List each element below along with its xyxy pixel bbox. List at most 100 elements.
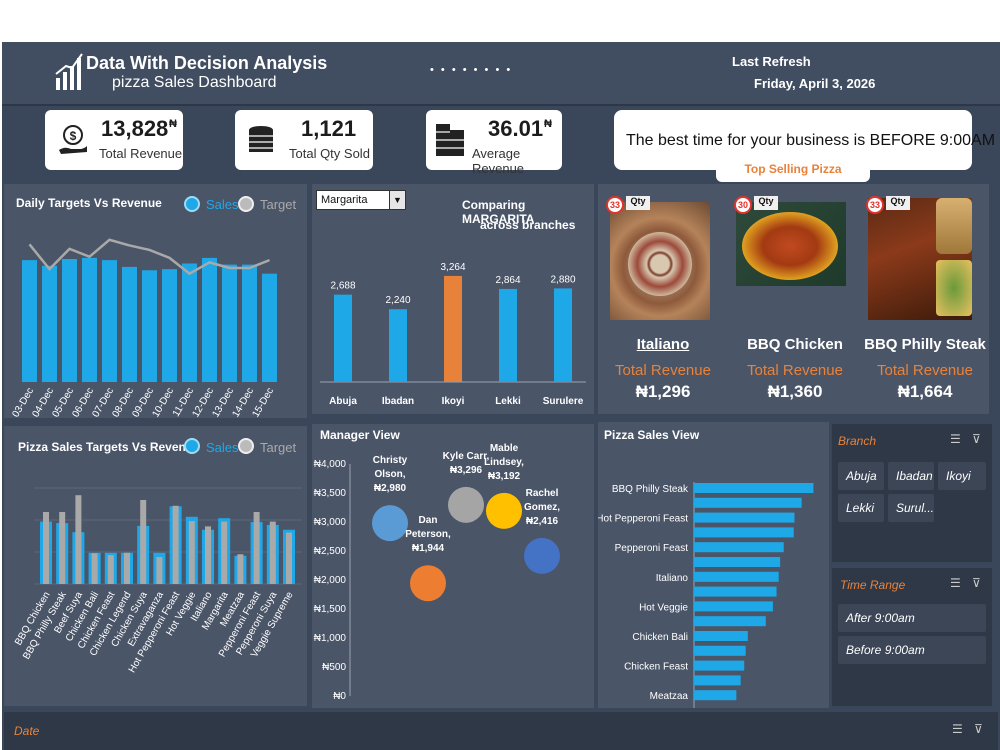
y-tick-label: ₦3,500 <box>314 488 347 499</box>
branch-label: Ibadan <box>382 396 414 407</box>
manager-name-label: Christy <box>373 455 408 466</box>
branch-slicer: Branch ☰ ⊽ Abuja Ibadan Ikoyi Lekki Suru… <box>832 424 992 562</box>
panel-title: Pizza Sales View <box>604 428 700 442</box>
legend-target: Target <box>260 197 297 212</box>
target-bar <box>286 532 292 584</box>
branch-label: Abuja <box>329 396 357 407</box>
slicer-item-lekki[interactable]: Lekki <box>838 494 884 522</box>
header: Data With Decision Analysis pizza Sales … <box>2 42 1000 104</box>
manager-bubble <box>448 486 484 523</box>
target-bar <box>124 552 130 584</box>
manager-name-label: Gomez, <box>524 502 560 513</box>
target-bar <box>140 500 147 584</box>
pizza-name: BBQ Philly Steak <box>864 336 986 353</box>
money-hand-icon: $ <box>59 125 87 154</box>
date-slicer[interactable]: Date ☰ ⊽ <box>4 712 998 750</box>
target-line <box>28 238 270 276</box>
branch-bar <box>444 275 462 382</box>
pizza-revenue: ₦1,360 <box>767 382 823 401</box>
slicer-item-ikoyi[interactable]: Ikoyi <box>938 462 986 490</box>
kpi-label: Total Qty Sold <box>289 146 370 161</box>
sales-bar <box>122 266 137 382</box>
manager-bubble <box>410 565 446 602</box>
target-bar <box>253 512 260 584</box>
manager-name-label: Mable <box>490 443 519 454</box>
target-bar <box>237 554 244 584</box>
manager-name-label: Dan <box>419 515 438 526</box>
sales-bar <box>262 273 277 382</box>
coins-icon <box>436 124 464 156</box>
top-pizzas-panel: 33 Qty Italiano Total Revenue ₦1,296 30 … <box>598 184 989 414</box>
slicer-item-abuja[interactable]: Abuja <box>838 462 884 490</box>
kpi-total-qty: 1,121 Total Qty Sold <box>235 110 373 170</box>
slicer-item-surulere[interactable]: Surul... <box>888 494 934 522</box>
panel-title: Manager View <box>320 428 400 442</box>
kpi-value: 36.01 <box>488 116 544 141</box>
clear-filter-icon[interactable]: ⊽ <box>972 432 981 446</box>
revenue-label: Total Revenue <box>747 362 843 379</box>
multi-select-icon[interactable]: ☰ <box>950 432 961 446</box>
pizza-image-italiano <box>610 202 710 320</box>
slicer-item-after-9am[interactable]: After 9:00am <box>838 604 986 632</box>
target-bar <box>75 495 82 584</box>
branch-label: Ikoyi <box>442 396 465 407</box>
pizza-sales-bar <box>694 497 802 508</box>
legend-sales: Sales <box>206 440 239 455</box>
branch-compare-panel: Margarita ▼ Comparing MARGARITA across b… <box>312 184 594 414</box>
pizza-sales-bar <box>694 645 746 656</box>
value-label: 2,688 <box>330 281 355 292</box>
kpi-total-revenue: $ 13,828 ₦ Total Revenue <box>45 110 183 170</box>
legend-target: Target <box>260 440 297 455</box>
pizza-sales-bar <box>694 601 773 612</box>
target-bar <box>172 505 179 584</box>
pizza-sales-bar <box>694 631 748 641</box>
sales-bar <box>62 258 77 382</box>
qty-badge: 30 <box>734 196 752 214</box>
chevron-down-icon[interactable]: ▼ <box>389 191 405 209</box>
insight-text: The best time for your business is BEFOR… <box>626 132 996 149</box>
last-refresh-label: Last Refresh <box>732 54 811 69</box>
pizza-dropdown[interactable]: Margarita ▼ <box>316 190 406 210</box>
qty-label: Qty <box>754 196 778 210</box>
target-legend-dot <box>238 438 254 454</box>
clear-filter-icon[interactable]: ⊽ <box>972 576 981 590</box>
slicer-item-before-9am[interactable]: Before 9:00am <box>838 636 986 664</box>
category-label: Meatzaa <box>650 691 689 702</box>
value-label: 2,240 <box>385 295 410 306</box>
pizza-image-bbq-philly-steak <box>868 198 972 320</box>
bar-chart-logo-icon <box>55 53 83 90</box>
manager-value-label: ₦2,980 <box>374 483 407 494</box>
pizza-name: Italiano <box>636 336 690 353</box>
clear-filter-icon[interactable]: ⊽ <box>974 722 983 736</box>
multi-select-icon[interactable]: ☰ <box>950 576 961 590</box>
kpi-label: Total Revenue <box>99 146 183 161</box>
category-label: Chicken Bali <box>632 632 688 643</box>
sales-bar <box>242 264 257 382</box>
revenue-label: Total Revenue <box>615 362 711 379</box>
kpi-average-revenue: 36.01 ₦ Average Revenue <box>426 110 562 176</box>
category-label: Chicken Feast <box>624 662 688 673</box>
pizza-sales-bar <box>694 483 814 493</box>
target-bar <box>188 521 195 584</box>
y-tick-label: ₦0 <box>333 691 346 702</box>
manager-name-label: Peterson, <box>405 529 451 540</box>
y-tick-label: ₦1,000 <box>314 633 347 644</box>
pizza-image-bbq-chicken <box>736 202 846 286</box>
top-selling-tab: Top Selling Pizza <box>716 158 870 182</box>
branch-label: Lekki <box>495 396 521 407</box>
slicer-item-ibadan[interactable]: Ibadan <box>888 462 934 490</box>
pizza-sales-bar <box>694 571 779 582</box>
sales-view-chart: BBQ Philly Steak Hot Pepperoni Feast Peppe… <box>598 482 814 708</box>
dropdown-value: Margarita <box>321 194 368 206</box>
manager-name-label: Lindsey, <box>484 457 524 468</box>
multi-select-icon[interactable]: ☰ <box>952 722 963 736</box>
manager-value-label: ₦1,944 <box>412 543 445 554</box>
pizza-sales-view-panel: Pizza Sales View BBQ Philly Steak Hot Pep… <box>598 422 829 708</box>
pizza-sales-bar <box>694 527 794 538</box>
value-label: 3,264 <box>440 262 465 273</box>
sales-bar <box>202 257 217 382</box>
branch-bar <box>334 294 352 382</box>
target-bar <box>269 521 276 584</box>
daily-targets-panel: Daily Targets Vs Revenue Sales Target 03… <box>4 184 307 418</box>
pizza-sales-bar <box>694 675 741 686</box>
